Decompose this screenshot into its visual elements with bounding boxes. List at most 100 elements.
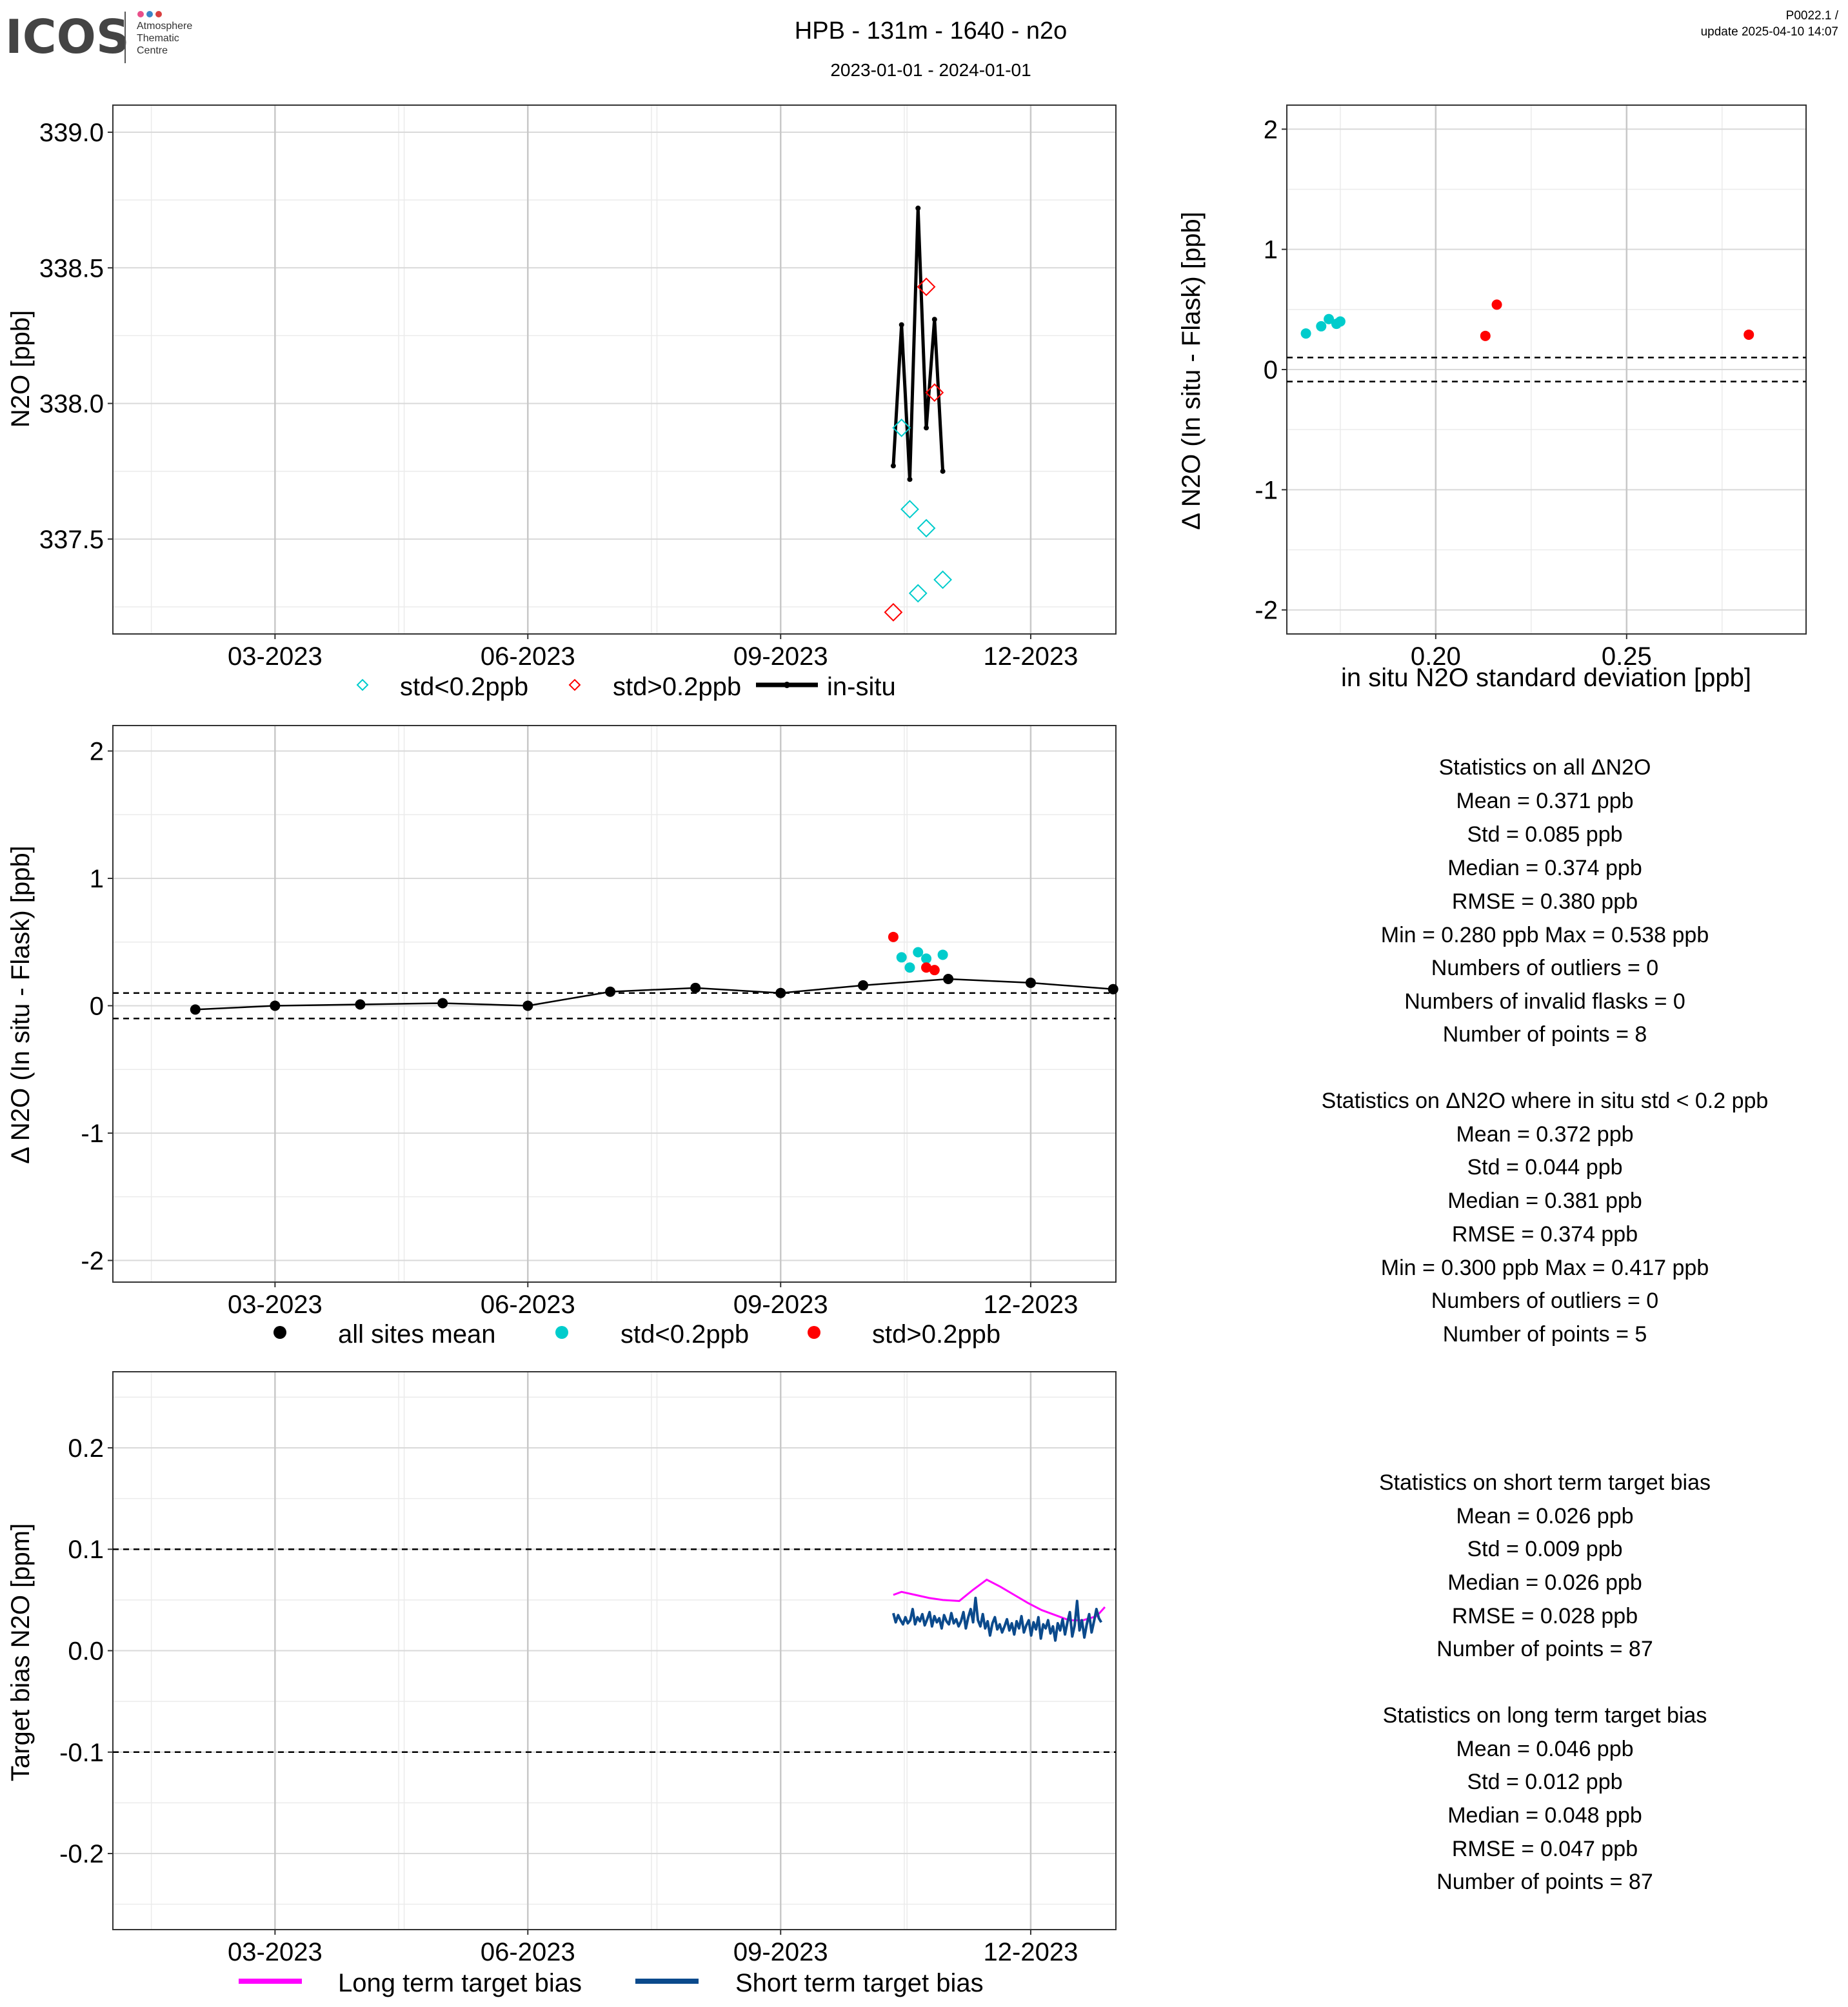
date-range: 2023-01-01 - 2024-01-01 xyxy=(830,60,1031,80)
target-ytick-label: -0.2 xyxy=(59,1840,104,1868)
timeseries-xtick-label: 06-2023 xyxy=(481,642,575,671)
scatter-ytick-label: -1 xyxy=(1255,476,1278,504)
legend-key-mean xyxy=(273,1326,286,1339)
mean-point xyxy=(437,998,448,1009)
legend-key-std-low xyxy=(356,678,369,691)
stats-line: Number of points = 87 xyxy=(1436,1637,1653,1661)
stats-line: Std = 0.012 ppb xyxy=(1467,1770,1622,1794)
version-label: P0022.1 / xyxy=(1786,9,1839,23)
scatter-ytick-label: 0 xyxy=(1264,356,1278,384)
timeseries-xtick-label: 03-2023 xyxy=(228,642,323,671)
flask-point-std-high xyxy=(884,602,903,622)
stats-line: Std = 0.044 ppb xyxy=(1467,1155,1622,1180)
scatter-panel: -2 -1 0 1 2 0.20 0.25 xyxy=(1255,104,1807,671)
mean-point xyxy=(775,987,786,998)
logo-sub-line: Atmosphere xyxy=(137,21,192,32)
update-label: update 2025-04-10 14:07 xyxy=(1701,25,1838,39)
target-ytick-label: 0.0 xyxy=(68,1637,104,1666)
legend-label-std-low: std<0.2ppb xyxy=(621,1320,749,1349)
target-ytick-label: 0.2 xyxy=(68,1434,104,1463)
flask-point-std-high xyxy=(925,383,944,402)
target-xtick-label: 09-2023 xyxy=(733,1938,828,1966)
stats-long-term: Statistics on long term target bias Mean… xyxy=(1383,1703,1707,1894)
mean-point xyxy=(355,999,366,1010)
insitu-point xyxy=(924,425,929,431)
stats-line: Mean = 0.372 ppb xyxy=(1456,1122,1633,1147)
flask-point-std-low xyxy=(908,584,928,603)
stats-line: Statistics on all ΔN2O xyxy=(1439,755,1651,780)
timeseries-ytick-label: 337.5 xyxy=(39,526,104,554)
target-plot-border xyxy=(112,1371,1117,1930)
flask-point-std-low xyxy=(933,570,953,589)
legend-key-insitu-point xyxy=(784,682,790,688)
long-term-bias-line xyxy=(893,1578,1106,1621)
scatter-ytick-label: 2 xyxy=(1264,115,1278,144)
logo-dot xyxy=(146,11,153,17)
scatter-point-std-low xyxy=(1316,321,1327,331)
stats-line: Median = 0.026 ppb xyxy=(1447,1570,1642,1595)
legend-label-std-high: std>0.2ppb xyxy=(872,1320,1000,1349)
stats-line: RMSE = 0.047 ppb xyxy=(1452,1837,1638,1861)
legend-label-insitu: in-situ xyxy=(827,673,896,701)
stats-line: Std = 0.009 ppb xyxy=(1467,1537,1622,1561)
target-legend: Long term target bias Short term target … xyxy=(239,1969,984,1997)
flask-point-std-high xyxy=(917,277,936,297)
delta-plot-bg xyxy=(113,726,1116,1282)
mean-point xyxy=(690,982,701,993)
icos-logo: ICOS Atmosphere Thematic Centre xyxy=(5,10,192,64)
delta-point-std-high xyxy=(929,965,940,976)
delta-xtick-label: 12-2023 xyxy=(984,1290,1078,1319)
mean-point xyxy=(943,973,954,984)
mean-point xyxy=(1108,984,1118,994)
stats-line: Number of points = 8 xyxy=(1443,1022,1647,1047)
stats-line: Number of points = 87 xyxy=(1436,1870,1653,1894)
scatter-point-std-high xyxy=(1480,330,1491,341)
stats-line: Min = 0.300 ppb Max = 0.417 ppb xyxy=(1381,1256,1709,1280)
legend-label-short-term: Short term target bias xyxy=(735,1969,984,1997)
legend-label-mean: all sites mean xyxy=(338,1320,496,1349)
scatter-plot-border xyxy=(1286,104,1807,635)
insitu-point xyxy=(940,468,946,474)
delta-point-std-low xyxy=(937,949,948,960)
stats-line: Median = 0.048 ppb xyxy=(1447,1803,1642,1828)
scatter-point-std-high xyxy=(1744,329,1754,340)
delta-legend: all sites mean std<0.2ppb std>0.2ppb xyxy=(273,1320,1000,1349)
target-panel: -0.2 -0.1 0.0 0.1 0.2 03-2023 06-2023 09-2023 12… xyxy=(59,1371,1117,1966)
mean-point xyxy=(190,1004,201,1015)
timeseries-panel: 337.5 338.0 338.5 339.0 03-2023 06-2023 09-202… xyxy=(39,104,1117,671)
legend-label-long-term: Long term target bias xyxy=(338,1969,582,1997)
insitu-point xyxy=(890,463,896,469)
scatter-xtick-label: 0.25 xyxy=(1602,642,1652,671)
stats-line: Std = 0.085 ppb xyxy=(1467,822,1622,847)
delta-ytick-label: -2 xyxy=(81,1247,104,1275)
delta-ytick-label: -1 xyxy=(81,1120,104,1148)
scatter-point-std-low xyxy=(1335,316,1346,327)
delta-point-std-low xyxy=(921,953,932,964)
insitu-point xyxy=(915,205,921,211)
stats-line: Numbers of outliers = 0 xyxy=(1431,956,1658,980)
mean-point xyxy=(270,1000,281,1011)
legend-key-std-high xyxy=(808,1326,820,1339)
scatter-point-std-low xyxy=(1324,313,1335,324)
scatter-xtick-label: 0.20 xyxy=(1411,642,1461,671)
stats-line: Statistics on long term target bias xyxy=(1383,1703,1707,1728)
legend-key-std-high xyxy=(568,678,581,691)
stats-line: Numbers of invalid flasks = 0 xyxy=(1404,989,1685,1014)
timeseries-xtick-label: 12-2023 xyxy=(984,642,1078,671)
target-ytick-label: 0.1 xyxy=(68,1536,104,1564)
stats-line: Mean = 0.371 ppb xyxy=(1456,789,1633,813)
logo-dot xyxy=(137,11,144,17)
mean-point xyxy=(1025,977,1036,988)
mean-line xyxy=(195,978,1113,1011)
mean-point xyxy=(522,1000,533,1011)
logo-sub-line: Thematic xyxy=(137,33,179,44)
target-ylabel: Target bias N2O [ppm] xyxy=(6,1523,35,1781)
scatter-ylabel: Δ N2O (In situ - Flask) [ppb] xyxy=(1177,212,1206,530)
legend-label-std-high: std>0.2ppb xyxy=(613,673,741,701)
timeseries-ytick-label: 338.0 xyxy=(39,390,104,419)
target-ytick-label: -0.1 xyxy=(59,1739,104,1767)
logo-dot xyxy=(155,11,162,17)
delta-ylabel: Δ N2O (In situ - Flask) [ppb] xyxy=(6,845,35,1164)
mean-point xyxy=(605,986,616,997)
